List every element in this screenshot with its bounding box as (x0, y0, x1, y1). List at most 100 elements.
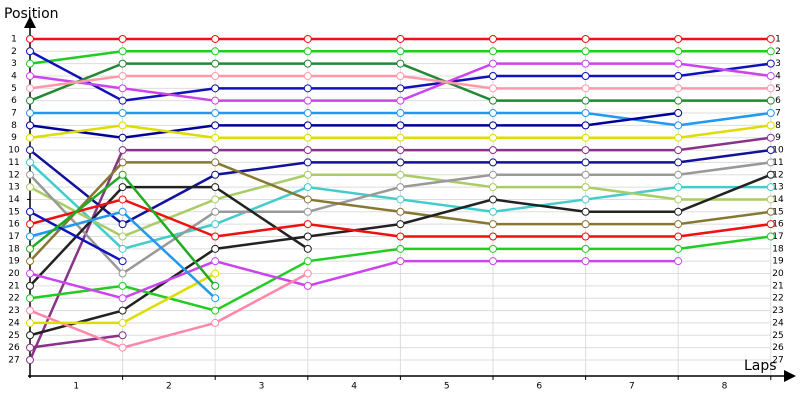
lap-marker (766, 121, 775, 130)
lap-marker (118, 71, 127, 80)
y-tick-label-right: 13 (772, 183, 783, 193)
y-tick-label: 13 (8, 183, 19, 193)
lap-marker (303, 146, 312, 155)
y-tick-label-right: 2 (775, 47, 781, 57)
lap-marker (581, 244, 590, 253)
lap-marker (488, 109, 497, 118)
y-tick-label-right: 25 (772, 331, 783, 341)
y-tick-label-right: 3 (775, 59, 781, 69)
lap-marker (674, 158, 683, 167)
lap-marker (581, 183, 590, 192)
y-tick-label-right: 14 (772, 195, 784, 205)
lap-marker (118, 331, 127, 340)
lap-marker (211, 59, 220, 68)
lap-marker (488, 121, 497, 130)
lap-marker (488, 170, 497, 179)
lap-marker (118, 133, 127, 142)
y-tick-label: 12 (8, 170, 19, 180)
lap-marker (396, 257, 405, 266)
lap-marker (26, 343, 34, 352)
y-tick-label-right: 18 (772, 244, 784, 254)
lap-marker (303, 195, 312, 204)
lap-marker (26, 294, 34, 303)
lap-marker (396, 59, 405, 68)
lap-marker (581, 257, 590, 266)
lap-marker (396, 34, 405, 43)
lap-marker (396, 232, 405, 241)
lap-marker (303, 158, 312, 167)
lap-marker (766, 170, 775, 179)
lap-marker (674, 109, 683, 118)
lap-marker (674, 71, 683, 80)
lap-marker (581, 109, 590, 118)
lap-marker (303, 269, 312, 278)
lap-marker (581, 121, 590, 130)
lap-marker (674, 244, 683, 253)
x-tick-label: 1 (73, 382, 79, 392)
lap-marker (674, 121, 683, 130)
lap-marker (303, 96, 312, 105)
lap-marker (674, 96, 683, 105)
lap-marker (118, 34, 127, 43)
y-tick-label: 8 (11, 121, 17, 131)
y-tick-label-right: 24 (772, 318, 784, 328)
lap-marker (766, 47, 775, 56)
lap-marker (581, 207, 590, 216)
lap-marker (26, 96, 34, 105)
lap-marker (118, 158, 127, 167)
lap-marker (581, 59, 590, 68)
lap-marker (118, 281, 127, 290)
lap-marker (396, 183, 405, 192)
y-tick-label-right: 26 (772, 343, 784, 353)
lap-marker (488, 133, 497, 142)
lap-marker (303, 183, 312, 192)
lap-marker (581, 84, 590, 93)
lap-marker (674, 232, 683, 241)
lap-marker (581, 71, 590, 80)
lap-marker (766, 59, 775, 68)
series-line (29, 210, 124, 263)
lap-marker (581, 158, 590, 167)
lap-marker (396, 146, 405, 155)
lap-marker (581, 133, 590, 142)
lap-marker (26, 183, 34, 192)
lap-marker (118, 244, 127, 253)
lap-marker (118, 232, 127, 241)
y-tick-label: 24 (8, 318, 20, 328)
y-tick-label: 17 (8, 232, 19, 242)
lap-marker (581, 34, 590, 43)
y-tick-label-right: 9 (775, 133, 781, 143)
lap-marker (211, 306, 220, 315)
lap-marker (303, 232, 312, 241)
lap-marker (211, 195, 220, 204)
lap-marker (766, 146, 775, 155)
y-tick-label: 18 (8, 244, 20, 254)
lap-marker (396, 220, 405, 229)
lap-marker (674, 34, 683, 43)
lap-marker (303, 220, 312, 229)
lap-marker (674, 183, 683, 192)
lap-marker (118, 195, 127, 204)
lap-marker (211, 158, 220, 167)
y-tick-label: 26 (8, 343, 20, 353)
y-tick-label-right: 12 (772, 170, 783, 180)
y-tick-label: 2 (11, 47, 17, 57)
lap-marker (26, 109, 34, 118)
lap-marker (488, 183, 497, 192)
lap-marker (26, 158, 34, 167)
lap-marker (211, 121, 220, 130)
lap-marker (118, 220, 127, 229)
plot (26, 34, 775, 364)
lap-marker (303, 34, 312, 43)
lap-marker (26, 331, 34, 340)
lap-marker (26, 133, 34, 142)
lap-marker (488, 84, 497, 93)
y-tick-label: 3 (11, 59, 17, 69)
lap-marker (26, 220, 34, 229)
y-tick-label: 11 (8, 158, 19, 168)
lap-marker (766, 96, 775, 105)
series-line (29, 111, 679, 139)
lap-marker (118, 121, 127, 130)
lap-marker (118, 183, 127, 192)
lap-marker (303, 207, 312, 216)
